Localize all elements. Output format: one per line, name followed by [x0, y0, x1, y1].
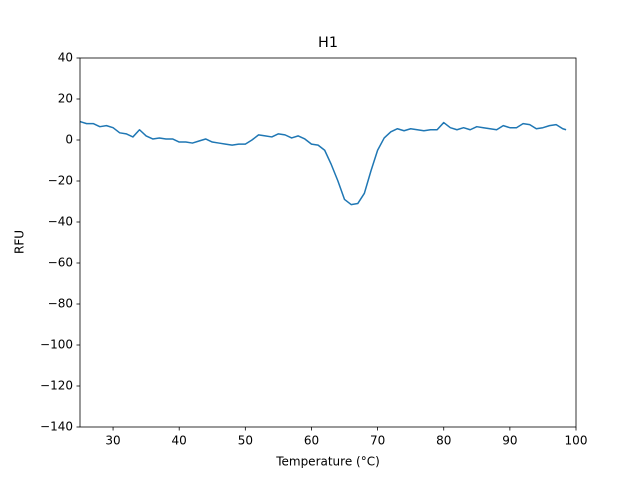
y-tick-label: −20 [48, 174, 73, 188]
x-tick-label: 50 [238, 434, 253, 448]
chart-title: H1 [318, 35, 338, 51]
y-tick-label: 20 [58, 92, 73, 106]
plot-frame [79, 57, 577, 428]
x-tick-label: 30 [105, 434, 120, 448]
data-line [79, 120, 567, 206]
x-tick-label: 70 [370, 434, 385, 448]
y-tick-label: −140 [40, 420, 73, 434]
y-tick-label: −40 [48, 215, 73, 229]
y-tick-label: −120 [40, 379, 73, 393]
y-tick-label: −80 [48, 297, 73, 311]
x-tick-label: 60 [304, 434, 319, 448]
y-axis-label: RFU [13, 230, 27, 254]
y-tick-label: 0 [65, 133, 73, 147]
x-tick-label: 90 [502, 434, 517, 448]
x-tick-label: 40 [172, 434, 187, 448]
y-tick-label: −60 [48, 256, 73, 270]
x-axis-label: Temperature (°C) [275, 455, 380, 469]
x-tick-label: 80 [436, 434, 451, 448]
x-tick-label: 100 [565, 434, 588, 448]
y-tick-label: 40 [58, 51, 73, 65]
y-tick-label: −100 [40, 338, 73, 352]
